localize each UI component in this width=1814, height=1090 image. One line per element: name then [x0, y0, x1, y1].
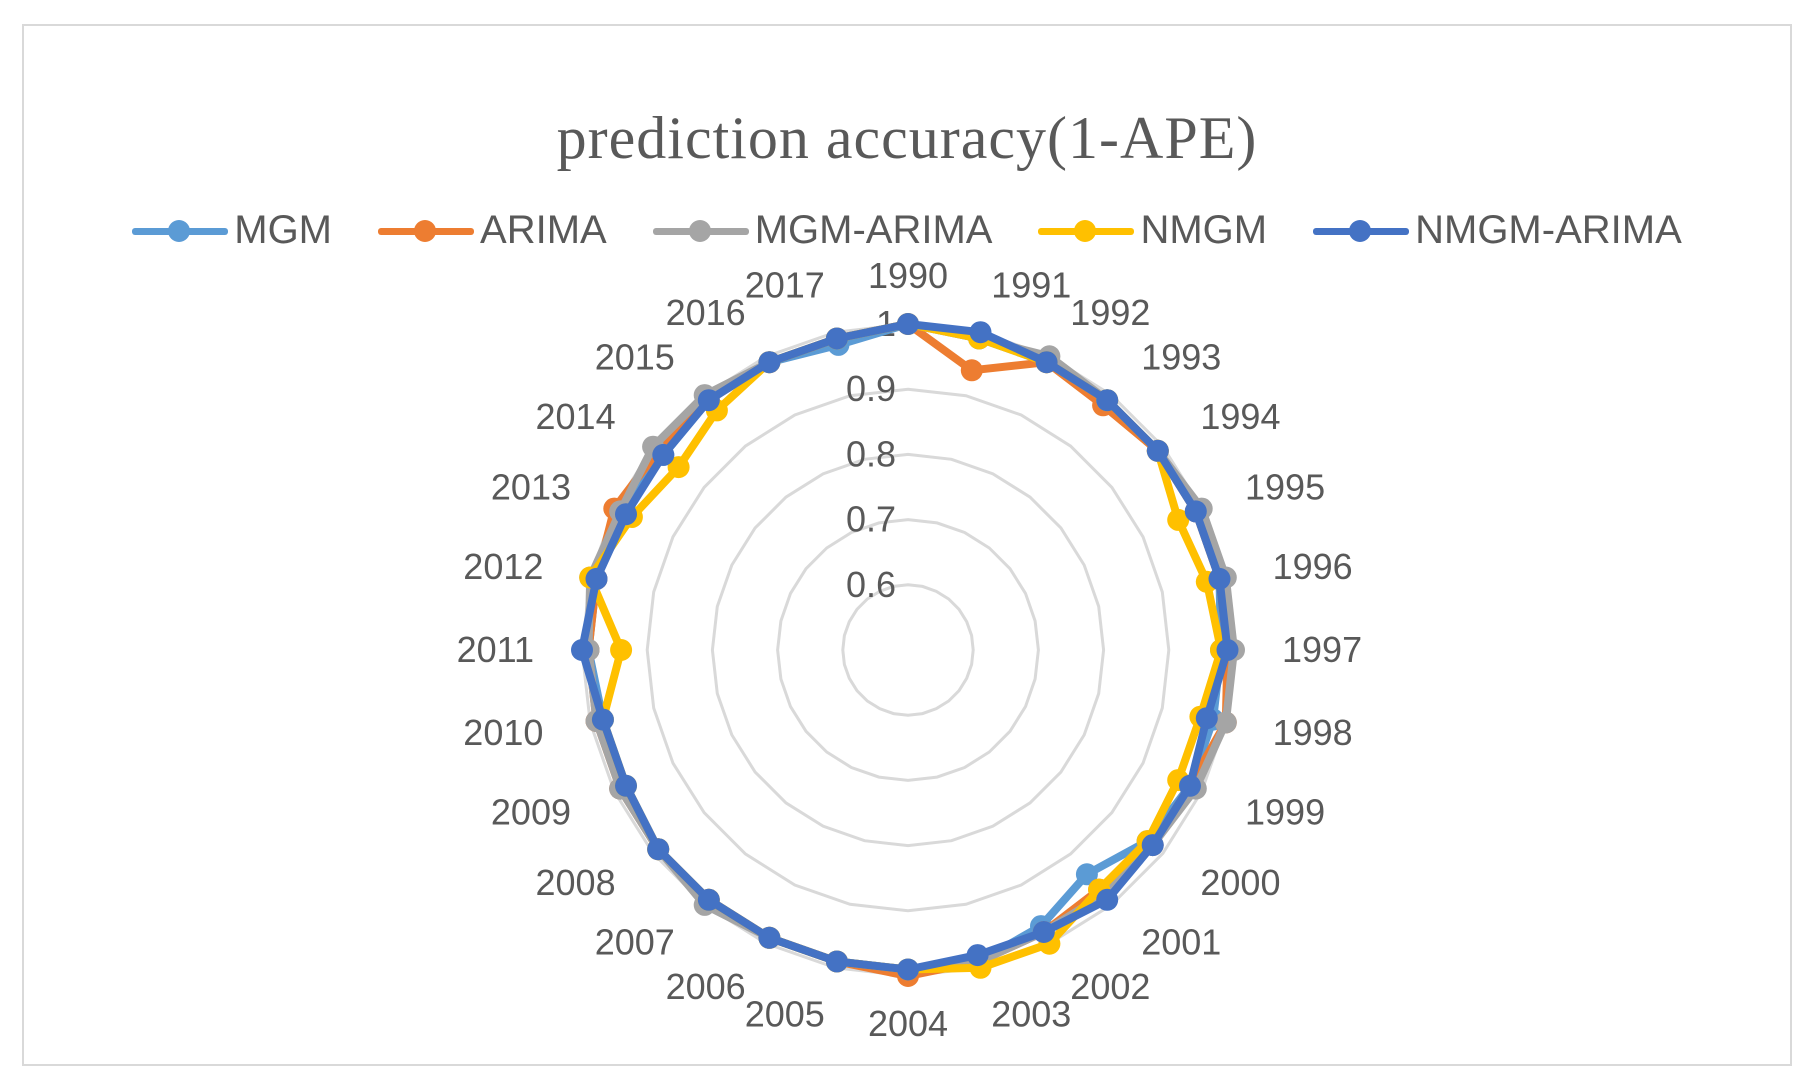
legend-marker: [1349, 219, 1372, 242]
grid-ring-0.6: [841, 583, 975, 717]
category-label: 2007: [595, 921, 675, 962]
data-point: [585, 567, 608, 590]
data-point: [1184, 500, 1207, 523]
legend-swatch: [1313, 216, 1410, 246]
legend-marker: [1074, 219, 1097, 242]
category-label: 1994: [1200, 396, 1280, 437]
legend-label: MGM-ARIMA: [754, 208, 993, 252]
data-point: [1146, 439, 1169, 462]
data-point: [1179, 774, 1201, 797]
data-point: [571, 639, 593, 661]
data-point: [652, 443, 675, 466]
data-point: [969, 321, 992, 344]
data-point: [825, 950, 848, 973]
data-point: [1075, 863, 1098, 886]
legend: MGM ARIMA MGM-ARIMA NMGM NMGM-ARIMA: [24, 208, 1790, 253]
category-label: 1992: [1070, 292, 1150, 333]
legend-marker: [414, 219, 437, 242]
category-label: 2002: [1070, 966, 1150, 1007]
category-label: 2009: [491, 791, 571, 832]
category-label: 2011: [457, 629, 534, 670]
data-point: [591, 708, 614, 731]
category-label: 2017: [745, 264, 825, 305]
data-point: [1195, 707, 1218, 730]
data-point: [667, 456, 690, 479]
data-point: [1032, 921, 1055, 943]
category-label: 1990: [868, 255, 948, 296]
chart-title: prediction accuracy(1-APE): [556, 105, 1258, 171]
data-point: [647, 838, 670, 861]
legend-swatch: [378, 216, 475, 246]
data-point: [1216, 639, 1239, 661]
legend-label: NMGM: [1140, 208, 1268, 252]
tick-label: 0.6: [846, 564, 896, 605]
chart-area: prediction accuracy(1-APE) MGM ARIMA MGM-A…: [22, 24, 1792, 1066]
category-label: 2012: [463, 546, 543, 587]
category-label: 2000: [1200, 862, 1280, 903]
data-point: [615, 503, 637, 526]
tick-label: 0.9: [846, 368, 896, 409]
category-label: 1999: [1245, 791, 1325, 832]
category-label: 1991: [991, 264, 1071, 305]
category-label: 2008: [536, 862, 616, 903]
data-point: [1035, 351, 1058, 374]
grid-ring-0.7: [776, 518, 1040, 782]
data-point: [897, 313, 919, 335]
data-point: [758, 351, 781, 374]
grid-ring-0.8: [710, 452, 1106, 848]
category-label: 2006: [666, 966, 746, 1007]
legend-label: NMGM-ARIMA: [1415, 208, 1682, 252]
legend-swatch: [1038, 216, 1135, 246]
radial-ticks: 0.60.70.80.91: [846, 303, 896, 605]
data-point: [615, 774, 637, 797]
category-label: 2001: [1141, 921, 1221, 962]
series-mgm-arima: [577, 313, 1245, 981]
tick-label: 0.7: [846, 499, 896, 540]
legend-swatch: [132, 216, 229, 246]
category-label: 2016: [666, 292, 746, 333]
data-point: [1096, 888, 1119, 911]
category-label: 2010: [463, 712, 543, 753]
data-point: [758, 926, 781, 949]
data-point: [1096, 389, 1119, 412]
tick-label: 0.8: [846, 433, 896, 474]
category-label: 1998: [1273, 712, 1353, 753]
data-point: [966, 944, 989, 967]
category-label: 1993: [1141, 337, 1221, 378]
category-label: 2015: [595, 337, 675, 378]
data-point: [897, 958, 919, 981]
data-point: [1214, 711, 1237, 734]
legend-item: MGM-ARIMA: [652, 208, 993, 253]
legend-item: NMGM: [1038, 208, 1267, 253]
category-label: 1997: [1282, 629, 1362, 670]
legend-label: ARIMA: [480, 208, 607, 252]
legend-label: MGM: [234, 208, 333, 252]
data-point: [960, 359, 983, 382]
data-point: [825, 327, 848, 350]
data-point: [1141, 834, 1164, 857]
legend-marker: [688, 219, 711, 242]
data-point: [697, 389, 720, 412]
legend-marker: [168, 219, 191, 242]
category-label: 1995: [1245, 467, 1325, 508]
category-label: 1996: [1273, 546, 1353, 587]
legend-item: NMGM-ARIMA: [1313, 208, 1682, 253]
legend-item: MGM: [132, 208, 332, 253]
grid-ring-0.9: [645, 387, 1171, 913]
legend-item: ARIMA: [378, 208, 607, 253]
category-label: 2005: [745, 994, 825, 1035]
category-label: 2003: [991, 994, 1071, 1035]
data-point: [697, 888, 720, 911]
category-label: 2013: [491, 467, 571, 508]
series-nmgm-arima: [571, 313, 1239, 981]
data-point: [1167, 508, 1190, 531]
series-arima: [577, 313, 1239, 987]
category-label: 2004: [868, 1003, 948, 1044]
legend-swatch: [652, 216, 749, 246]
category-label: 2014: [536, 396, 616, 437]
data-point: [610, 639, 633, 661]
data-point: [1208, 567, 1231, 590]
